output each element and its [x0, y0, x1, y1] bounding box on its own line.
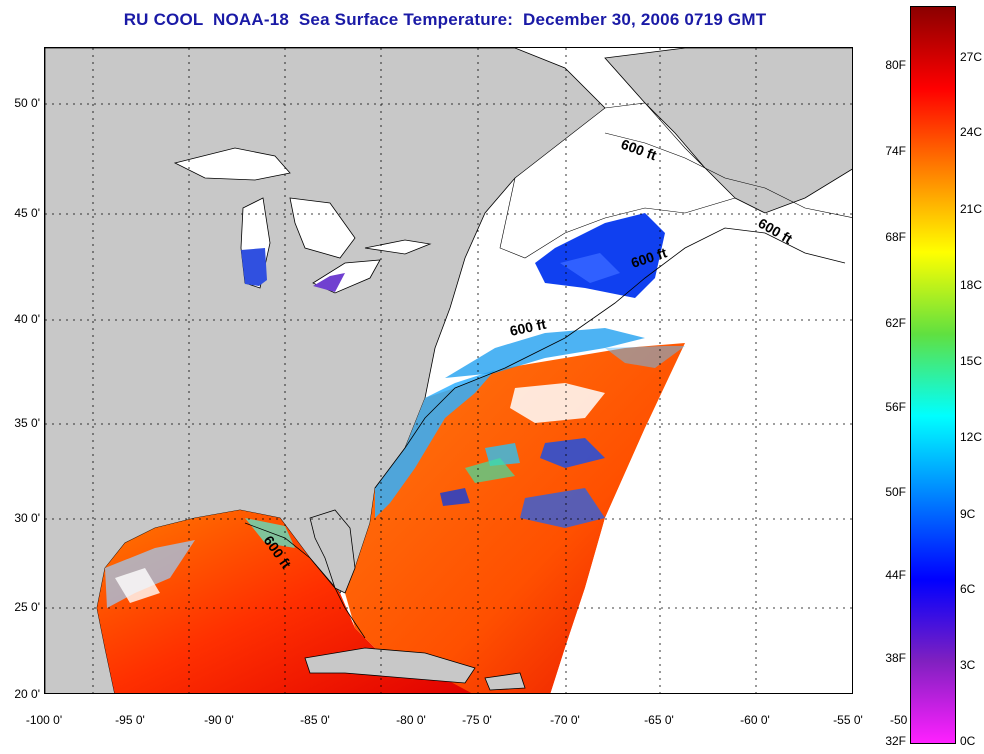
colorbar-label-f: 50F: [885, 485, 906, 499]
lon-label: -60 0': [740, 713, 770, 727]
colorbar-label-f: 56F: [885, 400, 906, 414]
lon-label: -65 0': [644, 713, 674, 727]
colorbar-label-f: 38F: [885, 651, 906, 665]
lat-label: 35 0': [14, 416, 40, 430]
lon-label: -80 0': [396, 713, 426, 727]
colorbar-label-c: 6C: [960, 582, 976, 596]
colorbar-label-f: 44F: [885, 568, 906, 582]
colorbar-label-c: 9C: [960, 507, 976, 521]
lon-label: -90 0': [204, 713, 234, 727]
lat-label: 30 0': [14, 511, 40, 525]
lat-label: 20 0': [14, 687, 40, 701]
lon-label: -100 0': [25, 713, 63, 727]
colorbar-label-f: 62F: [885, 316, 906, 330]
sst-map: 600 ft 600 ft 600 ft 600 ft 600 ft: [44, 47, 853, 694]
lon-label: -95 0': [115, 713, 145, 727]
colorbar-label-c: 21C: [960, 202, 983, 216]
colorbar-label-c: 15C: [960, 354, 983, 368]
lon-label: -70 0': [550, 713, 580, 727]
great-lakes: [173, 147, 291, 181]
page-title: RU COOL NOAA-18 Sea Surface Temperature:…: [123, 10, 767, 29]
lon-label: -85 0': [300, 713, 330, 727]
lat-label: 40 0': [14, 312, 40, 326]
lon-label: -75 0': [462, 713, 492, 727]
lat-label: 50 0': [14, 96, 40, 110]
colorbar-label-c: 3C: [960, 658, 976, 672]
lat-label: 45 0': [14, 206, 40, 220]
colorbar-label-f: 80F: [885, 58, 906, 72]
gulf-sst: [97, 510, 475, 693]
lon-label: -55 0': [833, 713, 863, 727]
colorbar-label-c: 0C: [960, 734, 976, 748]
colorbar-label-c: 24C: [960, 125, 983, 139]
colorbar-label-f: 74F: [885, 144, 906, 158]
colorbar: [910, 6, 956, 744]
land-mass-newfoundland: [604, 48, 852, 214]
colorbar-label-c: 27C: [960, 50, 983, 64]
isobath-label: 600 ft: [508, 316, 547, 339]
colorbar-label-c: 18C: [960, 278, 983, 292]
colorbar-label-c: 12C: [960, 430, 983, 444]
lat-label: 25 0': [14, 600, 40, 614]
colorbar-label-f: 68F: [885, 230, 906, 244]
colorbar-label-f: 32F: [885, 734, 906, 748]
